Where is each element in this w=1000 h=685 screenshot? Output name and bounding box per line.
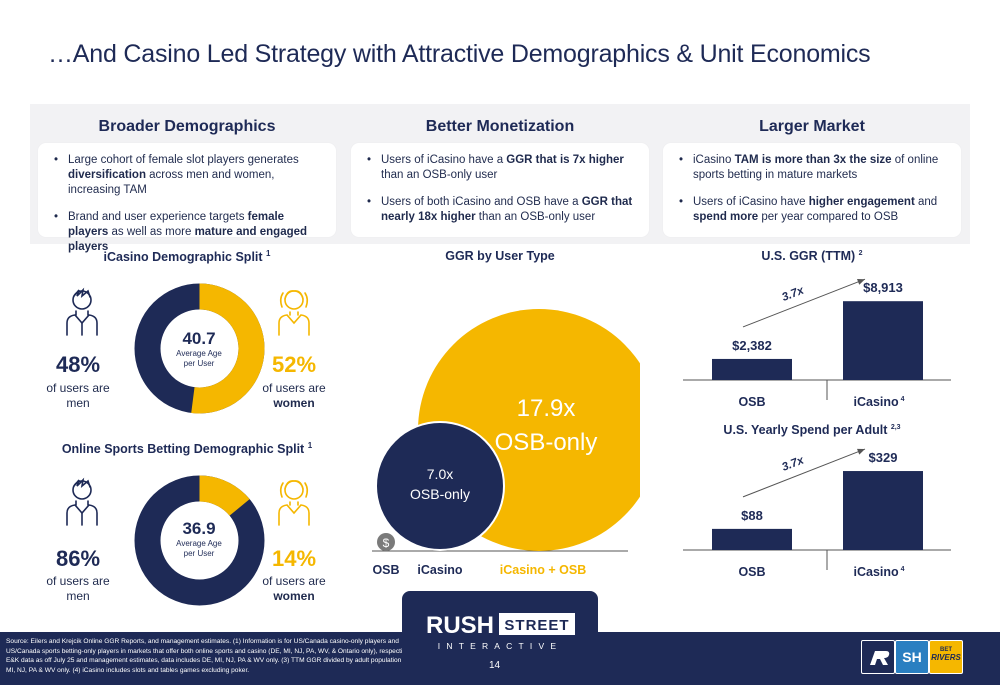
rush-street-brand-tile — [861, 640, 895, 674]
bullet-item: Users of both iCasino and OSB have a GGR… — [367, 195, 635, 225]
bar-category-superscript: 4 — [899, 566, 905, 573]
logo-word-street: STREET — [504, 617, 569, 634]
bubble-category-icasino: iCasino — [417, 563, 463, 577]
woman-icon — [278, 290, 310, 336]
osb-demographic-heading: Online Sports Betting Demographic Split … — [61, 441, 313, 457]
osb-demographic-donut — [134, 475, 265, 606]
bullet-item: Users of iCasino have a GGR that is 7x h… — [367, 153, 635, 183]
bar-value-label: $2,382 — [732, 338, 772, 353]
icasino-demographic-donut — [134, 283, 265, 414]
column-heading-demographics: Broader Demographics — [98, 118, 276, 135]
bar-category-label: OSB — [738, 395, 765, 409]
bubble-icasino-osb-label-2: OSB-only — [495, 429, 598, 456]
us-ggr-chart-heading: U.S. GGR (TTM) 2 — [761, 249, 863, 263]
bar-icasino — [843, 471, 923, 550]
osb-men-label-1: of users are — [46, 574, 110, 588]
betrivers-brand-tile: BET RIVERS — [929, 640, 963, 674]
column-heading-monetization: Better Monetization — [425, 118, 575, 135]
growth-multiple-label: 3.7x — [780, 454, 806, 474]
man-icon — [66, 287, 98, 336]
growth-arrow-head — [857, 448, 865, 455]
bar-category-label: iCasino 4 — [854, 395, 905, 409]
bullet-box-monetization: Users of iCasino have a GGR that is 7x h… — [351, 143, 649, 237]
betrivers-label-top: BET — [940, 647, 952, 653]
growth-arrow-line — [742, 278, 866, 328]
osb-men-percent: 86% — [55, 546, 101, 571]
bullet-item: Large cohort of female slot players gene… — [54, 153, 322, 198]
bubble-osb — [377, 533, 395, 551]
us-ggr-bar-chart: $2,382 OSB $8,913 iCasino 4 3.7x — [683, 278, 951, 409]
bubble-icasino — [375, 421, 505, 551]
bubble-category-osb: OSB — [372, 563, 399, 577]
page-number: 14 — [489, 660, 501, 671]
bubble-icasino-osb-label-1: 17.9x — [517, 395, 576, 422]
sugarhouse-label: SH — [902, 649, 922, 665]
bullet-item: iCasino TAM is more than 3x the size of … — [679, 153, 947, 183]
icasino-women-percent: 52% — [271, 352, 317, 377]
logo-word-rush: RUSH — [426, 612, 494, 639]
growth-arrow-head — [857, 278, 865, 285]
donut-hole — [161, 502, 238, 579]
sugarhouse-brand-tile: SH — [895, 640, 929, 674]
icasino-men-percent: 48% — [55, 352, 101, 377]
growth-multiple-label: 3.7x — [780, 284, 806, 304]
rush-street-logo: RUSH STREET INTERACTIVE — [402, 591, 598, 685]
donut-segment-women — [134, 475, 265, 606]
source-footnote: Source: Eilers and Krejcik Online GGR Re… — [6, 638, 426, 674]
us-spend-bar-chart: $88 OSB $329 iCasino 4 3.7x — [683, 448, 951, 579]
icasino-women-label-1: of users are — [262, 381, 326, 395]
bubble-icasino-label-2: OSB-only — [410, 486, 470, 502]
man-icon — [66, 477, 98, 526]
rush-r-icon — [870, 651, 890, 665]
bar-icasino — [843, 301, 923, 380]
bar-osb — [712, 358, 792, 380]
icasino-men-label-2: men — [66, 396, 90, 410]
osb-average-age: 36.9 Average Age per User — [176, 519, 222, 558]
woman-icon — [278, 480, 310, 526]
osb-women-label-1: of users are — [262, 574, 326, 588]
bar-value-label: $329 — [869, 450, 898, 465]
bullet-item: Brand and user experience targets female… — [54, 210, 322, 255]
osb-women-percent: 14% — [271, 546, 317, 571]
bullet-item: Users of iCasino have higher engagement … — [679, 195, 947, 225]
betrivers-label-bottom: RIVERS — [931, 653, 961, 662]
bar-category-superscript: 4 — [899, 396, 905, 403]
bar-category-label: iCasino 4 — [854, 565, 905, 579]
bubble-osb-symbol: $ — [383, 536, 390, 550]
logo-word-interactive: INTERACTIVE — [438, 641, 562, 651]
osb-women-label-2: women — [273, 589, 315, 603]
ggr-bubble-chart: $ 7.0x OSB-only 17.9x OSB-only OSB iCasi… — [372, 309, 640, 577]
bar-value-label: $88 — [741, 508, 763, 523]
slide-title: …And Casino Led Strategy with Attractive… — [48, 40, 871, 68]
bubble-icasino-label-1: 7.0x — [427, 466, 453, 482]
growth-arrow-line — [742, 448, 866, 498]
donut-hole — [161, 310, 238, 387]
osb-men-label-2: men — [66, 589, 90, 603]
ggr-by-user-type-heading: GGR by User Type — [445, 249, 555, 263]
bar-value-label: $8,913 — [863, 280, 903, 295]
icasino-men-label-1: of users are — [46, 381, 110, 395]
column-heading-market: Larger Market — [759, 118, 865, 135]
bubble-category-icasino-osb: iCasino + OSB — [500, 563, 586, 577]
icasino-women-label-2: women — [273, 396, 315, 410]
bar-osb — [712, 528, 792, 550]
bar-category-label: OSB — [738, 565, 765, 579]
donut-segment-women — [134, 283, 265, 414]
bullet-box-demographics: Large cohort of female slot players gene… — [38, 143, 336, 253]
icasino-average-age: 40.7 Average Age per User — [176, 329, 222, 368]
us-spend-chart-heading: U.S. Yearly Spend per Adult 2,3 — [723, 423, 901, 437]
icasino-demographic-heading: iCasino Demographic Split 1 — [103, 249, 271, 265]
bullet-box-market: iCasino TAM is more than 3x the size of … — [663, 143, 961, 237]
